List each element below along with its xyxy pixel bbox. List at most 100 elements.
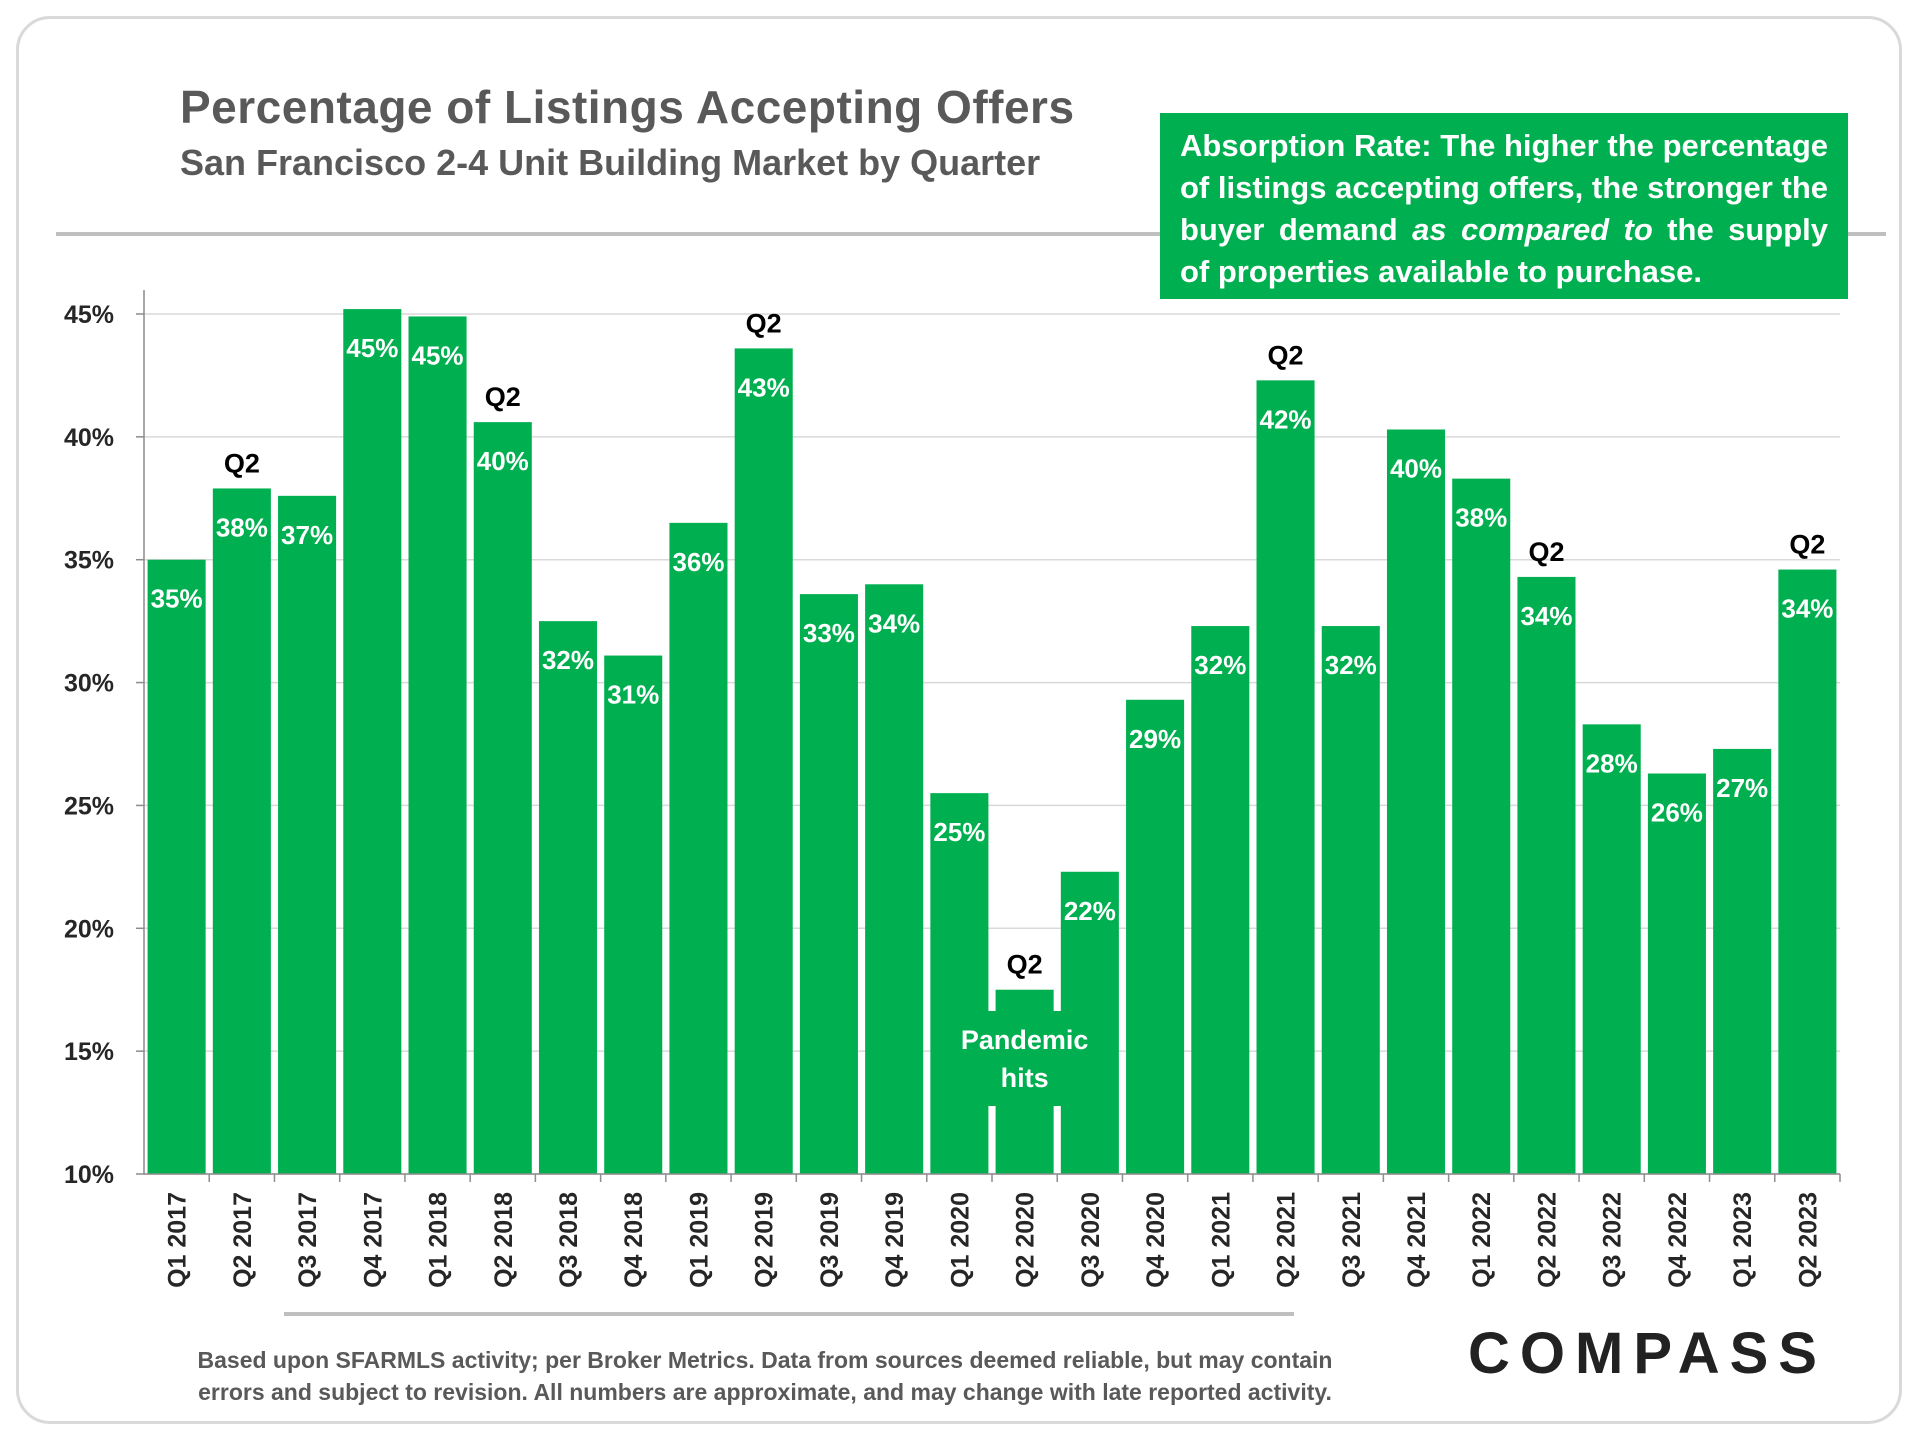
- x-tick-label: Q2 2017: [229, 1192, 257, 1288]
- q2-marker-label: Q2: [1789, 530, 1825, 560]
- y-tick-label: 35%: [64, 547, 114, 575]
- x-tick-label: Q4 2019: [881, 1192, 909, 1288]
- bar-data-label: 38%: [216, 512, 268, 542]
- y-tick-label: 15%: [64, 1038, 114, 1066]
- y-tick-label: 20%: [64, 915, 114, 943]
- x-tick-label: Q3 2019: [816, 1192, 844, 1288]
- y-tick-label: 10%: [64, 1161, 114, 1189]
- pandemic-annotation-box: [939, 1011, 1110, 1106]
- q2-marker-label: Q2: [485, 382, 521, 412]
- bar-data-label: 32%: [542, 645, 594, 675]
- bar: [408, 316, 467, 1174]
- bar-data-label: 32%: [1194, 650, 1246, 680]
- bar-data-label: 27%: [1716, 773, 1768, 803]
- bar: [604, 655, 663, 1174]
- bar: [212, 488, 271, 1174]
- q2-marker-label: Q2: [1007, 950, 1043, 980]
- bar: [538, 621, 598, 1174]
- bar-data-label: 25%: [933, 817, 985, 847]
- bar-data-label: 32%: [1325, 650, 1377, 680]
- bar-data-label: 34%: [1781, 594, 1833, 624]
- bar: [865, 584, 924, 1174]
- bar: [1126, 699, 1185, 1174]
- bar: [799, 594, 858, 1174]
- q2-marker-label: Q2: [746, 308, 782, 338]
- x-tick-label: Q4 2018: [620, 1192, 648, 1288]
- footnote-line-1: Based upon SFARMLS activity; per Broker …: [197, 1347, 1333, 1373]
- bar-data-label: 34%: [1520, 601, 1572, 631]
- bar-data-label: 43%: [738, 372, 790, 402]
- footer-divider: [284, 1312, 1294, 1316]
- x-tick-label: Q3 2017: [294, 1192, 322, 1288]
- bar: [147, 559, 206, 1174]
- bar-data-label: 42%: [1260, 404, 1312, 434]
- pandemic-annotation-line-2: hits: [1001, 1063, 1049, 1093]
- q2-marker-label: Q2: [1268, 340, 1304, 370]
- bar-data-label: 33%: [803, 618, 855, 648]
- bar-data-label: 26%: [1651, 797, 1703, 827]
- x-tick-label: Q1 2022: [1468, 1192, 1496, 1288]
- chart-title: Percentage of Listings Accepting Offers: [180, 81, 1075, 133]
- absorption-rate-callout: Absorption Rate: The higher the percenta…: [1160, 113, 1848, 299]
- bar: [930, 793, 989, 1174]
- bar-data-label: 29%: [1129, 724, 1181, 754]
- q2-marker-label: Q2: [1528, 537, 1564, 567]
- x-tick-label: Q4 2022: [1664, 1192, 1692, 1288]
- x-tick-label: Q1 2023: [1729, 1192, 1757, 1288]
- y-tick-label: 40%: [64, 424, 114, 452]
- x-tick-label: Q2 2022: [1533, 1192, 1561, 1288]
- callout-text-part1: Absorption Rate: The higher the percenta…: [1180, 128, 1828, 247]
- x-tick-label: Q3 2018: [555, 1192, 583, 1288]
- bar: [1191, 626, 1250, 1174]
- x-tick-label: Q4 2021: [1403, 1192, 1431, 1288]
- callout-text-emphasis: as compared to: [1412, 212, 1653, 247]
- x-tick-label: Q2 2018: [490, 1192, 518, 1288]
- x-tick-label: Q2 2021: [1273, 1192, 1301, 1288]
- compass-logo: COMPASS: [1468, 1321, 1827, 1386]
- bar: [343, 309, 402, 1175]
- title-divider: [56, 232, 1886, 236]
- x-tick-label: Q1 2017: [164, 1192, 192, 1288]
- x-tick-label: Q1 2021: [1207, 1192, 1235, 1288]
- x-tick-label: Q1 2020: [946, 1192, 974, 1288]
- callout-text-part2: the supply of properties available to pu…: [1180, 212, 1828, 289]
- x-tick-label: Q4 2017: [359, 1192, 387, 1288]
- bar-data-label: 40%: [477, 446, 529, 476]
- bar-data-label: 22%: [1064, 896, 1116, 926]
- y-tick-label: 30%: [64, 670, 114, 698]
- q2-marker-label: Q2: [224, 448, 260, 478]
- x-tick-label: Q3 2021: [1338, 1192, 1366, 1288]
- chart-subtitle: San Francisco 2-4 Unit Building Market b…: [180, 142, 1041, 183]
- bar-data-label: 35%: [151, 584, 203, 614]
- x-tick-label: Q3 2022: [1599, 1192, 1627, 1288]
- footnote-line-2: errors and subject to revision. All numb…: [198, 1379, 1332, 1405]
- bar: [1582, 724, 1641, 1174]
- bar-data-label: 45%: [412, 340, 464, 370]
- bar: [1256, 380, 1315, 1174]
- y-tick-label: 25%: [64, 792, 114, 820]
- bar: [1778, 569, 1837, 1174]
- x-tick-label: Q2 2020: [1012, 1192, 1040, 1288]
- bar: [734, 348, 793, 1174]
- x-tick-label: Q2 2023: [1794, 1192, 1822, 1288]
- bar: [1452, 478, 1511, 1175]
- bar-data-label: 36%: [672, 547, 724, 577]
- bar: [1517, 576, 1576, 1174]
- bar-data-label: 28%: [1586, 748, 1638, 778]
- bar: [669, 522, 728, 1174]
- bar-data-label: 38%: [1455, 503, 1507, 533]
- bar: [473, 422, 532, 1175]
- pandemic-annotation-line-1: Pandemic: [961, 1025, 1089, 1055]
- x-tick-label: Q3 2020: [1077, 1192, 1105, 1288]
- x-tick-label: Q1 2019: [685, 1192, 713, 1288]
- bar: [1713, 748, 1772, 1174]
- bar-data-label: 31%: [607, 680, 659, 710]
- bar: [1321, 626, 1380, 1174]
- footnote: Based upon SFARMLS activity; per Broker …: [150, 1344, 1380, 1408]
- bar-data-label: 34%: [868, 608, 920, 638]
- bar-data-label: 40%: [1390, 453, 1442, 483]
- bar: [278, 495, 337, 1174]
- x-tick-label: Q1 2018: [425, 1192, 453, 1288]
- bar-data-label: 45%: [346, 333, 398, 363]
